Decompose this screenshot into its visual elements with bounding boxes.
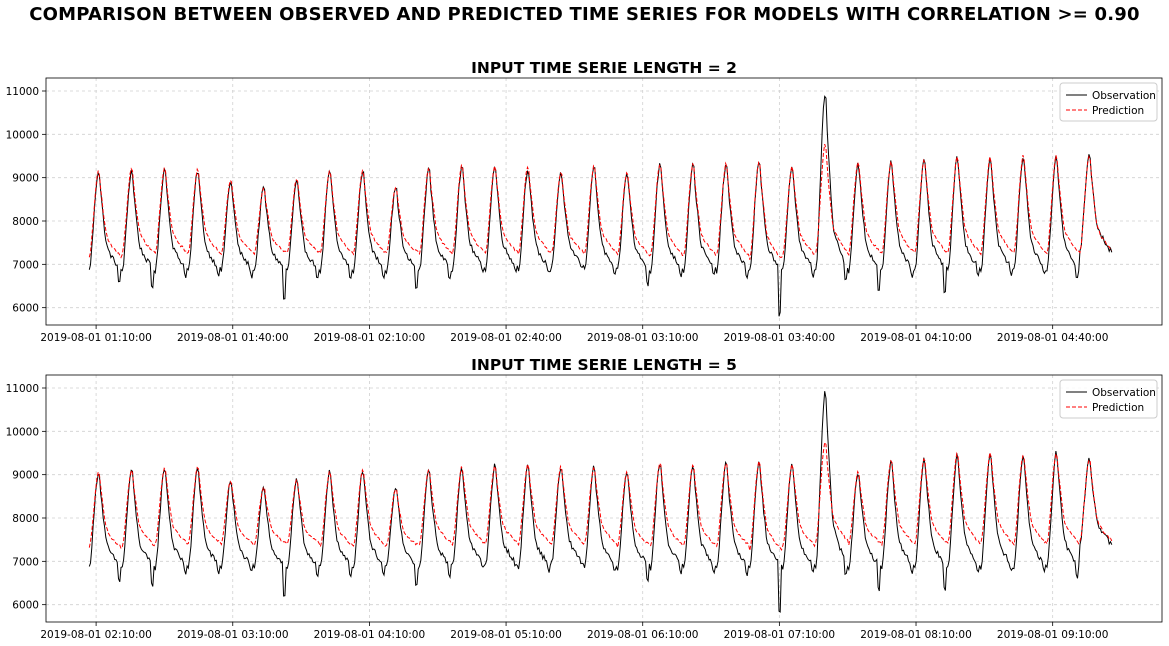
x-tick-label: 2019-08-01 03:10:00 [587, 332, 699, 344]
x-tick-label: 2019-08-01 03:40:00 [724, 332, 836, 344]
y-tick-label: 6000 [12, 600, 39, 612]
legend-label-prediction: Prediction [1092, 105, 1144, 117]
legend-box [1059, 82, 1158, 122]
y-tick-label: 8000 [12, 216, 39, 228]
legend: Observation Prediction [1059, 379, 1158, 419]
chart-suptitle: COMPARISON BETWEEN OBSERVED AND PREDICTE… [29, 4, 1140, 25]
x-tick-label: 2019-08-01 04:10:00 [314, 629, 426, 641]
legend-box [1059, 379, 1158, 419]
series-line-prediction [88, 143, 1113, 260]
x-tick-label: 2019-08-01 02:40:00 [450, 332, 562, 344]
y-tick-label: 7000 [12, 259, 39, 271]
x-tick-label: 2019-08-01 07:10:00 [724, 629, 836, 641]
x-tick-label: 2019-08-01 04:40:00 [997, 332, 1109, 344]
y-tick-label: 10000 [6, 129, 39, 141]
x-tick-label: 2019-08-01 08:10:00 [860, 629, 972, 641]
legend-label-observation: Observation [1092, 90, 1156, 102]
series-line-observation [88, 95, 1113, 317]
x-tick-label: 2019-08-01 04:10:00 [860, 332, 972, 344]
y-tick-label: 6000 [12, 303, 39, 315]
y-tick-label: 9000 [12, 470, 39, 482]
x-tick-label: 2019-08-01 05:10:00 [450, 629, 562, 641]
x-tick-label: 2019-08-01 09:10:00 [997, 629, 1109, 641]
panel-title: INPUT TIME SERIE LENGTH = 2 [471, 59, 737, 77]
plot-frame [45, 77, 1163, 326]
y-tick-label: 11000 [6, 86, 39, 98]
y-tick-label: 11000 [6, 383, 39, 395]
y-tick-label: 10000 [6, 426, 39, 438]
x-tick-label: 2019-08-01 02:10:00 [314, 332, 426, 344]
series-line-prediction [88, 440, 1113, 551]
legend: Observation Prediction [1059, 82, 1158, 122]
series-line-observation [88, 391, 1113, 613]
x-tick-label: 2019-08-01 06:10:00 [587, 629, 699, 641]
panel-1: INPUT TIME SERIE LENGTH = 2 2019-08-01 01… [6, 59, 1163, 344]
panel-title: INPUT TIME SERIE LENGTH = 5 [471, 356, 737, 374]
plot-frame [45, 374, 1163, 623]
y-tick-label: 8000 [12, 513, 39, 525]
panel-2: INPUT TIME SERIE LENGTH = 5 2019-08-01 02… [6, 356, 1163, 641]
x-tick-label: 2019-08-01 02:10:00 [40, 629, 152, 641]
x-tick-label: 2019-08-01 03:10:00 [177, 629, 289, 641]
y-tick-label: 7000 [12, 556, 39, 568]
x-tick-label: 2019-08-01 01:40:00 [177, 332, 289, 344]
legend-label-observation: Observation [1092, 387, 1156, 399]
y-tick-label: 9000 [12, 173, 39, 185]
x-tick-label: 2019-08-01 01:10:00 [40, 332, 152, 344]
legend-label-prediction: Prediction [1092, 402, 1144, 414]
